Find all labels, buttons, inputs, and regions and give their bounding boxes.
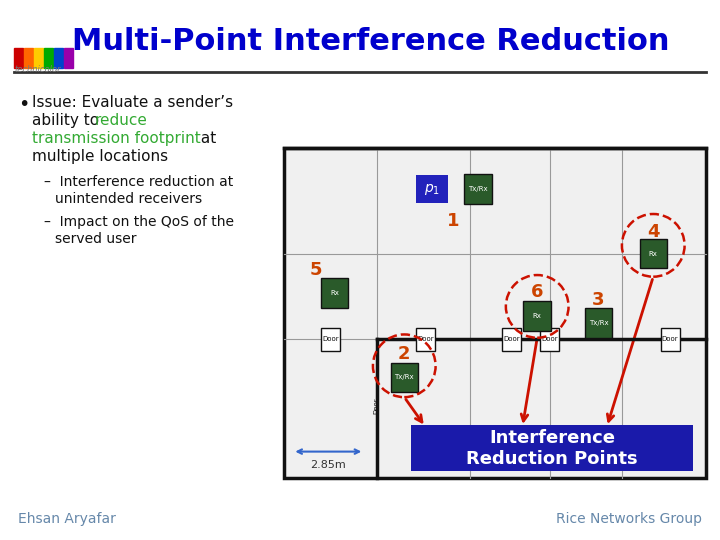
Text: transmission footprint: transmission footprint	[32, 131, 201, 146]
Text: reduce: reduce	[95, 113, 148, 128]
Text: Tx/Rx: Tx/Rx	[468, 186, 488, 192]
Text: unintended receivers: unintended receivers	[55, 192, 202, 206]
Text: •: •	[18, 95, 30, 114]
Text: Door: Door	[322, 336, 338, 342]
Text: 5: 5	[310, 261, 322, 279]
Bar	[523, 301, 551, 331]
Bar	[54, 48, 63, 68]
Text: –  Impact on the QoS of the: – Impact on the QoS of the	[44, 215, 234, 229]
Text: 3: 3	[592, 291, 605, 309]
Text: 6: 6	[531, 282, 544, 301]
Bar	[34, 48, 43, 68]
Text: Rx: Rx	[649, 251, 657, 256]
Text: 1: 1	[446, 212, 459, 230]
Text: at: at	[196, 131, 216, 146]
Text: Tx/Rx: Tx/Rx	[588, 320, 608, 326]
Text: 2.85m: 2.85m	[310, 460, 346, 470]
Text: Ehsan Aryafar: Ehsan Aryafar	[18, 512, 116, 526]
Text: 2: 2	[398, 345, 410, 363]
Text: Door: Door	[417, 336, 433, 342]
Bar	[503, 328, 521, 351]
Bar	[321, 278, 348, 308]
Bar	[541, 328, 559, 351]
Text: served user: served user	[55, 232, 137, 246]
Bar	[410, 425, 693, 471]
Bar	[24, 48, 33, 68]
Bar	[416, 175, 448, 203]
Bar	[639, 239, 667, 268]
Text: $p_1$: $p_1$	[423, 182, 440, 197]
Text: technicolor: technicolor	[14, 65, 60, 74]
Text: ability to: ability to	[32, 113, 104, 128]
Text: Tx/Rx: Tx/Rx	[395, 374, 414, 380]
Text: Rx: Rx	[533, 313, 541, 319]
Bar	[416, 328, 435, 351]
Text: Interference
Reduction Points: Interference Reduction Points	[466, 429, 638, 468]
Bar	[321, 328, 340, 351]
Bar	[661, 328, 680, 351]
Bar	[64, 48, 73, 68]
Bar	[390, 362, 418, 392]
Text: –  Interference reduction at: – Interference reduction at	[44, 175, 233, 189]
Text: Door: Door	[541, 336, 558, 342]
Text: 4: 4	[647, 223, 660, 241]
Bar	[464, 174, 492, 204]
Bar	[44, 48, 53, 68]
Bar	[284, 148, 706, 478]
Text: Door: Door	[662, 336, 678, 342]
Text: Multi-Point Interference Reduction: Multi-Point Interference Reduction	[72, 28, 670, 57]
Bar	[14, 48, 23, 68]
Text: Door: Door	[503, 336, 520, 342]
Text: Rice Networks Group: Rice Networks Group	[556, 512, 702, 526]
Bar	[585, 308, 612, 338]
Text: Door: Door	[374, 397, 380, 414]
Text: Issue: Evaluate a sender’s: Issue: Evaluate a sender’s	[32, 95, 233, 110]
Text: Rx: Rx	[330, 290, 339, 296]
Text: multiple locations: multiple locations	[32, 149, 168, 164]
